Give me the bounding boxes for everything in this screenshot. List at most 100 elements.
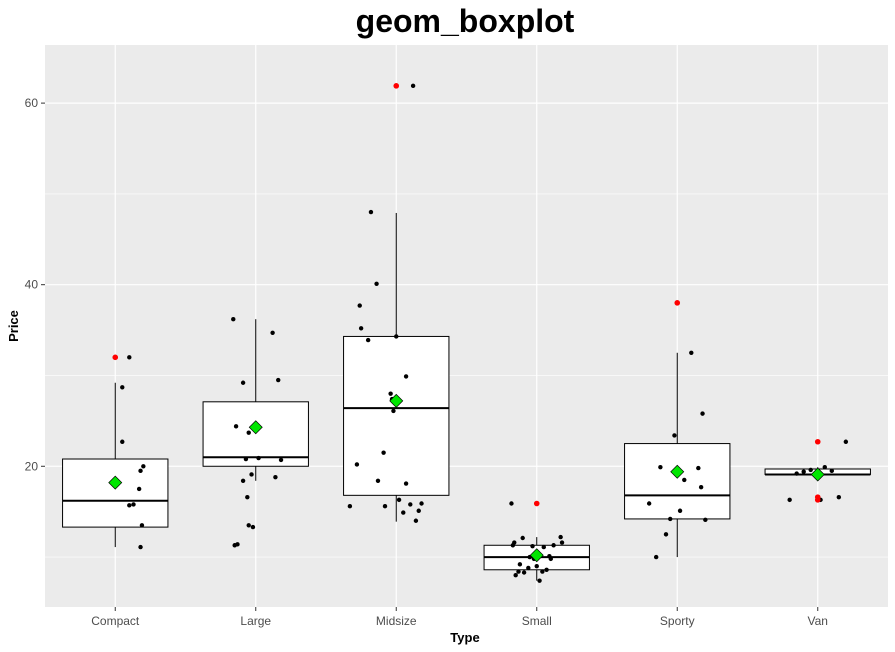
- data-point: [540, 569, 545, 574]
- x-tick-label: Van: [808, 614, 828, 628]
- data-point: [516, 569, 521, 574]
- data-point: [416, 508, 421, 513]
- data-point: [537, 578, 542, 583]
- data-point: [394, 334, 399, 339]
- data-point: [700, 411, 705, 416]
- outlier-point: [814, 494, 821, 500]
- data-point: [368, 209, 374, 215]
- data-points: [108, 83, 849, 583]
- data-point: [668, 516, 673, 522]
- data-point: [521, 570, 527, 575]
- data-point: [509, 501, 514, 506]
- data-point: [246, 523, 251, 528]
- data-point: [138, 468, 143, 474]
- mean-marker: [108, 475, 123, 490]
- data-point: [276, 377, 281, 383]
- data-point: [139, 523, 145, 528]
- data-point: [658, 464, 663, 470]
- data-point: [829, 468, 834, 474]
- x-tick-label: Sporty: [660, 614, 695, 628]
- data-point: [256, 455, 261, 461]
- data-point: [653, 554, 659, 560]
- data-point: [703, 517, 708, 523]
- data-point: [822, 464, 827, 470]
- data-point: [354, 462, 360, 467]
- data-point: [413, 518, 419, 523]
- data-point: [548, 556, 553, 562]
- data-point: [235, 542, 240, 547]
- data-point: [243, 456, 249, 462]
- data-point: [382, 504, 388, 509]
- y-tick-label: 60: [25, 96, 39, 110]
- data-point: [517, 562, 523, 567]
- y-tick-label: 40: [25, 278, 39, 292]
- data-point: [836, 494, 842, 500]
- data-point: [231, 316, 236, 322]
- data-point: [410, 83, 416, 89]
- outlier-point: [112, 354, 119, 361]
- mean-marker: [248, 420, 263, 435]
- outlier-point: [814, 438, 821, 445]
- data-point: [682, 477, 687, 483]
- data-point: [534, 563, 539, 569]
- data-point: [127, 503, 132, 508]
- data-point: [127, 355, 132, 360]
- data-point: [374, 281, 379, 286]
- data-point: [559, 540, 565, 545]
- data-point: [551, 543, 556, 548]
- data-point: [530, 543, 535, 549]
- data-point: [801, 469, 806, 474]
- data-point: [388, 391, 393, 396]
- data-point: [663, 532, 669, 537]
- data-point: [672, 433, 677, 438]
- data-point: [120, 439, 125, 444]
- data-point: [120, 385, 125, 390]
- data-point: [273, 474, 278, 480]
- mean-marker: [810, 467, 825, 482]
- data-point: [246, 430, 251, 435]
- data-point: [141, 464, 146, 469]
- data-point: [843, 439, 849, 444]
- box-body: [62, 458, 169, 528]
- data-point: [249, 472, 254, 477]
- data-point: [358, 326, 364, 331]
- box-body: [624, 443, 731, 520]
- y-axis-title: Price: [6, 310, 21, 342]
- data-point: [677, 508, 683, 513]
- data-point: [357, 303, 362, 308]
- data-point: [250, 524, 256, 530]
- outlier-point: [393, 83, 400, 89]
- data-point: [245, 494, 250, 500]
- data-point: [526, 565, 531, 571]
- data-point: [136, 486, 142, 492]
- mean-marker: [389, 393, 404, 408]
- data-point: [381, 450, 386, 455]
- data-point: [403, 481, 409, 486]
- data-point: [233, 424, 239, 429]
- data-point: [347, 504, 353, 509]
- chart-title: geom_boxplot: [356, 3, 575, 39]
- x-tick-label: Small: [522, 614, 552, 628]
- mean-marker: [670, 464, 685, 479]
- outlier-point: [674, 300, 681, 306]
- data-point: [131, 502, 136, 507]
- data-point: [696, 465, 701, 471]
- box-body: [343, 335, 450, 496]
- data-point: [510, 543, 516, 548]
- mean-marker: [529, 548, 544, 563]
- data-point: [558, 534, 563, 540]
- data-point: [396, 497, 402, 503]
- data-point: [698, 484, 704, 490]
- data-point: [646, 501, 652, 506]
- data-point: [513, 573, 518, 578]
- data-point: [520, 535, 525, 541]
- x-tick-label: Midsize: [376, 614, 417, 628]
- data-point: [365, 337, 371, 343]
- outlier-point: [533, 500, 540, 507]
- data-point: [541, 544, 546, 550]
- data-point: [138, 544, 143, 550]
- data-point: [375, 478, 381, 483]
- data-point: [403, 374, 409, 379]
- data-point: [544, 567, 549, 572]
